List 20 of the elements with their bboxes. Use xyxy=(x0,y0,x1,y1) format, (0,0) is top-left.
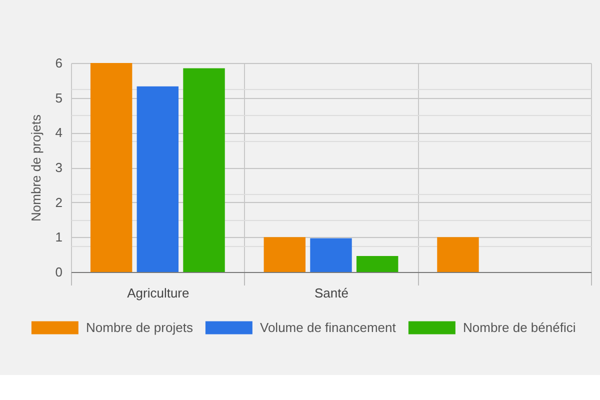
bar xyxy=(90,63,132,272)
y-tick-label: 2 xyxy=(55,194,62,210)
y-axis-title: Nombre de projets xyxy=(28,114,44,222)
y-tick-label: 4 xyxy=(55,125,62,140)
bar xyxy=(356,256,398,272)
legend-label: Volume de financement xyxy=(260,320,396,335)
x-tick-label: Agriculture xyxy=(127,286,190,300)
bar xyxy=(136,86,179,272)
y-tick-label: 3 xyxy=(55,160,62,175)
y-tick-label: 5 xyxy=(55,90,62,106)
legend-label: Nombre de bénéfici xyxy=(463,320,576,335)
bar xyxy=(264,237,306,272)
legend-label: Nombre de projets xyxy=(86,320,194,335)
bar xyxy=(183,68,225,272)
bar xyxy=(310,238,352,272)
y-tick-label: 0 xyxy=(55,264,62,280)
y-tick-label: 6 xyxy=(55,56,62,70)
y-tick-label: 1 xyxy=(55,230,62,245)
x-tick-label: Santé xyxy=(314,286,348,300)
bar xyxy=(437,237,479,272)
